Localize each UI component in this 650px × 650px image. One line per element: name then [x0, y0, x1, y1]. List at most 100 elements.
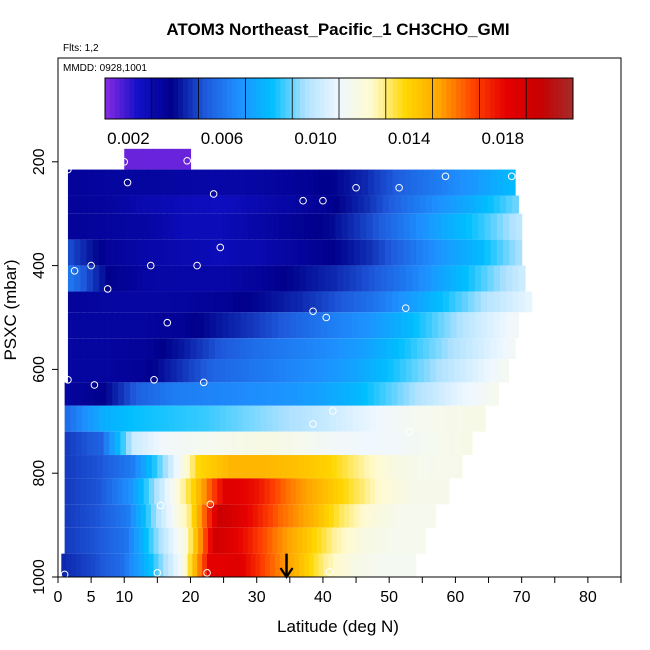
- heatmap-cell: [272, 405, 279, 432]
- heatmap-cell: [221, 169, 228, 196]
- heatmap-cell: [290, 291, 298, 313]
- heatmap-cell: [287, 431, 295, 456]
- colorbar-segment: [158, 78, 165, 119]
- heatmap-cell: [378, 213, 386, 240]
- heatmap-cell: [228, 312, 236, 339]
- heatmap-cell: [89, 527, 95, 554]
- heatmap-cell: [384, 239, 392, 266]
- heatmap-cell: [474, 291, 482, 313]
- colorbar-segment: [495, 78, 501, 119]
- heatmap-cell: [341, 213, 349, 240]
- heatmap-cell: [237, 405, 244, 432]
- heatmap-cell: [411, 478, 418, 505]
- heatmap-cell: [216, 553, 223, 577]
- y-axis-label: PSXC (mbar): [1, 259, 20, 360]
- heatmap-cell: [399, 359, 407, 383]
- heatmap-cell: [231, 405, 239, 432]
- heatmap-cell: [272, 382, 280, 406]
- sample-point: [183, 156, 191, 165]
- heatmap-cell: [508, 338, 516, 360]
- colorbar-segment: [231, 78, 238, 119]
- colorbar-segment: [226, 78, 233, 119]
- heatmap-cell: [406, 478, 413, 505]
- heatmap-cell: [460, 431, 467, 456]
- heatmap-cell: [369, 478, 376, 505]
- heatmap-cell: [182, 359, 190, 383]
- heatmap-cell: [240, 312, 248, 339]
- heatmap-cell: [160, 195, 168, 214]
- heatmap-cell: [178, 195, 186, 214]
- heatmap-cell: [81, 405, 89, 432]
- heatmap-cell: [416, 431, 423, 456]
- heatmap-cell: [375, 359, 383, 383]
- heatmap-cell: [203, 312, 211, 339]
- heatmap-cell: [441, 338, 449, 360]
- heatmap-cell: [241, 213, 249, 240]
- heatmap-cell: [174, 405, 181, 432]
- heatmap-cell: [431, 312, 439, 339]
- heatmap-cell: [230, 265, 238, 292]
- heatmap-cell: [418, 455, 425, 479]
- heatmap-cell: [271, 431, 278, 456]
- heatmap-cell: [158, 359, 166, 383]
- heatmap-cell: [343, 265, 351, 292]
- heatmap-cell: [123, 169, 130, 196]
- colorbar-segment: [139, 78, 145, 119]
- heatmap-cell: [238, 478, 245, 505]
- heatmap-cell: [503, 213, 510, 240]
- heatmap-cell: [338, 478, 345, 505]
- heatmap-cell: [217, 527, 224, 554]
- heatmap-cell: [242, 504, 249, 528]
- heatmap-cell: [128, 527, 135, 554]
- heatmap-cell: [384, 504, 391, 528]
- sample-point: [203, 569, 211, 577]
- heatmap-cell: [253, 195, 260, 214]
- heatmap-cell: [161, 504, 167, 528]
- colorbar-segment: [568, 78, 574, 119]
- heatmap-cell: [74, 312, 81, 339]
- sample-point: [401, 304, 410, 312]
- heatmap-cell: [86, 195, 94, 214]
- heatmap-cell: [276, 455, 283, 479]
- heatmap-cell: [298, 504, 305, 528]
- heatmap-cell: [74, 338, 81, 360]
- heatmap-cell: [319, 169, 326, 196]
- heatmap-cell: [232, 504, 238, 528]
- heatmap-cell: [64, 478, 71, 505]
- heatmap-cell: [80, 359, 87, 383]
- heatmap-cell: [86, 265, 94, 292]
- heatmap-cell: [298, 455, 305, 479]
- heatmap-cell: [364, 455, 371, 479]
- colorbar-frame: [104, 77, 574, 120]
- heatmap-cell: [401, 553, 407, 577]
- heatmap-cell: [191, 195, 199, 214]
- heatmap-cell: [70, 405, 77, 432]
- heatmap-cell: [459, 169, 467, 196]
- heatmap-cell: [100, 382, 107, 406]
- heatmap-cell: [211, 504, 218, 528]
- colorbar-segment: [417, 78, 423, 119]
- heatmap-cell: [198, 527, 204, 554]
- heatmap-cell: [198, 431, 205, 456]
- heatmap-cell: [172, 312, 180, 339]
- heatmap-cell: [354, 431, 361, 456]
- heatmap-cell: [296, 195, 303, 214]
- heatmap-cell: [236, 382, 244, 406]
- heatmap-cell: [410, 338, 418, 360]
- heatmap-cell: [232, 431, 239, 456]
- heatmap-cell: [480, 291, 488, 313]
- heatmap-cell: [327, 478, 334, 505]
- heatmap-cell: [312, 338, 320, 360]
- heatmap-cell: [129, 195, 137, 214]
- heatmap-cell: [410, 431, 417, 456]
- heatmap-cell: [367, 553, 373, 577]
- heatmap-cell: [129, 338, 136, 360]
- heatmap-cell: [166, 504, 172, 528]
- heatmap-cell: [369, 504, 376, 528]
- heatmap-cell: [86, 291, 94, 313]
- heatmap-cell: [152, 148, 163, 170]
- heatmap-cell: [471, 213, 479, 240]
- heatmap-cell: [320, 312, 328, 339]
- heatmap-cell: [116, 359, 123, 383]
- heatmap-cell: [380, 169, 387, 196]
